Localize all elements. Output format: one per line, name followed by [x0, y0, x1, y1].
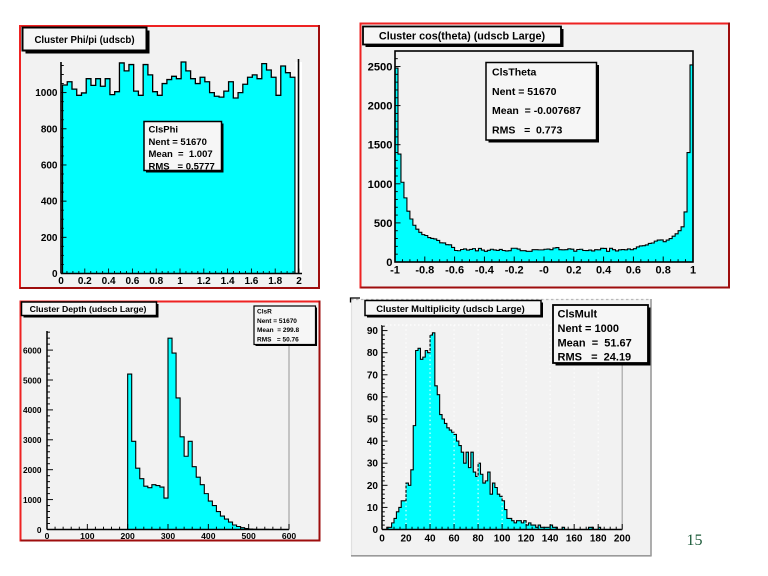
svg-text:1.8: 1.8 [268, 276, 282, 287]
svg-text:2000: 2000 [368, 101, 393, 113]
svg-text:5000: 5000 [23, 375, 42, 385]
svg-text:0: 0 [58, 276, 64, 287]
svg-text:Nent = 51670: Nent = 51670 [149, 137, 207, 148]
svg-text:-0: -0 [539, 265, 549, 277]
svg-text:1000: 1000 [368, 179, 393, 191]
svg-text:1.2: 1.2 [197, 276, 211, 287]
svg-text:Cluster cos(theta) (udscb Larg: Cluster cos(theta) (udscb Large) [379, 31, 546, 43]
svg-text:80: 80 [473, 534, 485, 545]
svg-text:-0.6: -0.6 [445, 265, 464, 277]
svg-text:0.2: 0.2 [78, 276, 92, 287]
svg-text:Mean = -0.007687: Mean = -0.007687 [492, 105, 581, 117]
svg-text:Nent = 1000: Nent = 1000 [558, 323, 619, 335]
svg-text:0.6: 0.6 [125, 276, 139, 287]
svg-text:2: 2 [296, 276, 302, 287]
svg-text:60: 60 [367, 392, 379, 403]
svg-text:800: 800 [41, 124, 58, 135]
svg-text:ClsPhi: ClsPhi [149, 125, 179, 136]
svg-text:2500: 2500 [368, 62, 393, 74]
svg-text:1.4: 1.4 [221, 276, 235, 287]
svg-text:1500: 1500 [368, 140, 393, 152]
svg-text:Nent = 51670: Nent = 51670 [492, 86, 557, 98]
svg-text:0.4: 0.4 [596, 265, 612, 277]
svg-text:40: 40 [367, 437, 379, 448]
svg-text:300: 300 [161, 531, 176, 541]
svg-text:4000: 4000 [23, 405, 42, 415]
svg-text:1000: 1000 [23, 495, 42, 505]
svg-text:0: 0 [372, 525, 378, 536]
svg-text:1.6: 1.6 [244, 276, 258, 287]
svg-text:ClsTheta: ClsTheta [492, 67, 537, 79]
svg-text:20: 20 [367, 481, 379, 492]
svg-text:RMS = 24.19: RMS = 24.19 [558, 352, 632, 364]
svg-text:0.8: 0.8 [656, 265, 671, 277]
svg-text:90: 90 [367, 326, 379, 337]
svg-text:-0.2: -0.2 [505, 265, 524, 277]
svg-text:400: 400 [41, 197, 58, 208]
svg-text:-1: -1 [390, 265, 400, 277]
svg-text:-0.8: -0.8 [415, 265, 434, 277]
svg-text:Cluster Multiplicity (udscb La: Cluster Multiplicity (udscb Large) [376, 303, 524, 314]
svg-text:0: 0 [379, 534, 385, 545]
svg-text:0.6: 0.6 [626, 265, 641, 277]
svg-text:1: 1 [690, 265, 696, 277]
svg-text:Nent = 51670: Nent = 51670 [257, 318, 297, 325]
svg-text:ClsMult: ClsMult [558, 309, 598, 321]
svg-text:100: 100 [80, 531, 95, 541]
svg-text:20: 20 [400, 534, 412, 545]
svg-text:180: 180 [590, 534, 607, 545]
svg-text:1000: 1000 [35, 88, 58, 99]
svg-text:Mean = 1.007: Mean = 1.007 [149, 149, 213, 160]
svg-text:120: 120 [518, 534, 535, 545]
svg-text:Cluster Depth (udscb Large): Cluster Depth (udscb Large) [30, 304, 147, 314]
svg-text:Cluster Phi/pi (udscb): Cluster Phi/pi (udscb) [34, 35, 134, 46]
svg-text:0.2: 0.2 [566, 265, 581, 277]
svg-text:200: 200 [614, 534, 631, 545]
svg-text:15: 15 [687, 532, 703, 549]
svg-text:200: 200 [120, 531, 135, 541]
svg-text:0: 0 [386, 257, 392, 269]
svg-text:30: 30 [367, 459, 379, 470]
svg-text:3000: 3000 [23, 435, 42, 445]
svg-text:70: 70 [367, 370, 379, 381]
svg-text:600: 600 [41, 161, 58, 172]
svg-text:60: 60 [448, 534, 460, 545]
svg-text:0: 0 [45, 531, 50, 541]
svg-text:ClsR: ClsR [257, 309, 272, 316]
svg-text:200: 200 [41, 233, 58, 244]
svg-text:500: 500 [374, 218, 393, 230]
svg-text:50: 50 [367, 415, 379, 426]
svg-text:600: 600 [282, 531, 297, 541]
svg-text:0.8: 0.8 [149, 276, 163, 287]
svg-text:80: 80 [367, 348, 379, 359]
svg-text:RMS = 0.5777: RMS = 0.5777 [149, 161, 215, 172]
svg-text:Mean = 51.67: Mean = 51.67 [558, 337, 632, 349]
svg-text:40: 40 [424, 534, 436, 545]
svg-text:RMS = 50.76: RMS = 50.76 [257, 336, 299, 343]
svg-text:-0.4: -0.4 [475, 265, 495, 277]
svg-text:140: 140 [542, 534, 559, 545]
svg-text:RMS = 0.773: RMS = 0.773 [492, 124, 562, 136]
svg-text:0: 0 [37, 525, 42, 535]
svg-text:100: 100 [494, 534, 511, 545]
svg-text:2000: 2000 [23, 465, 42, 475]
svg-text:10: 10 [367, 503, 379, 514]
svg-text:6000: 6000 [23, 345, 42, 355]
svg-text:1: 1 [177, 276, 183, 287]
svg-text:500: 500 [241, 531, 256, 541]
svg-text:Mean = 299.8: Mean = 299.8 [257, 327, 299, 334]
svg-text:0.4: 0.4 [102, 276, 116, 287]
svg-text:400: 400 [201, 531, 216, 541]
svg-text:160: 160 [566, 534, 583, 545]
svg-text:0: 0 [52, 269, 58, 280]
